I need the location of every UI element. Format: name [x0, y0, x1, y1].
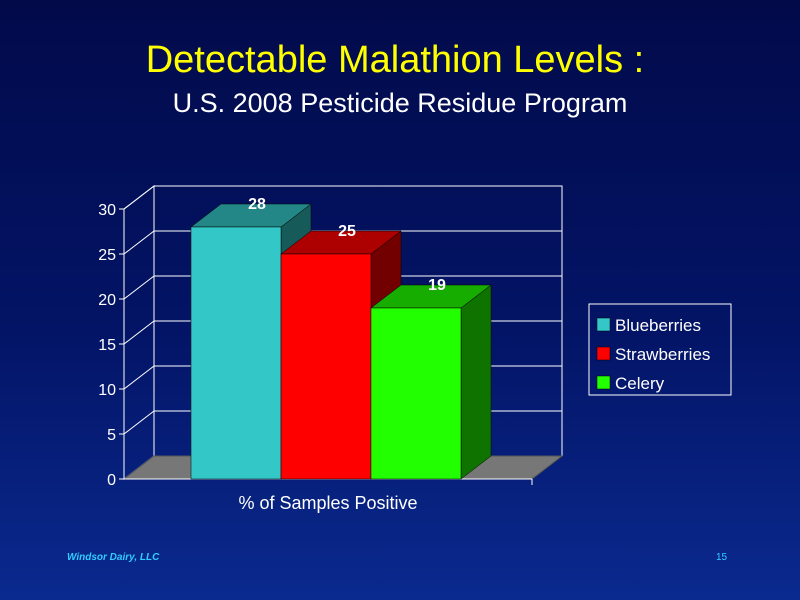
bar-front	[370, 307, 462, 480]
gridline	[123, 230, 562, 255]
x-axis-label: % of Samples Positive	[238, 493, 417, 513]
chart-legend: Blueberries Strawberries Celery	[588, 303, 732, 396]
gridline	[123, 275, 562, 300]
slide-title: Detectable Malathion Levels :	[145, 39, 645, 81]
y-tick-label: 15	[98, 337, 116, 354]
bar-celery	[370, 284, 492, 480]
bar-front	[280, 253, 372, 480]
legend-box	[588, 303, 732, 396]
legend-swatch-strawberries	[596, 346, 611, 361]
y-tick-label: 5	[107, 427, 116, 444]
data-label-blueberries: 28	[248, 196, 266, 213]
y-tick-label: 10	[98, 382, 116, 399]
legend-label-celery: Celery	[615, 374, 665, 393]
slide-subtitle: U.S. 2008 Pesticide Residue Program	[172, 88, 628, 118]
y-tick-label: 20	[98, 292, 116, 309]
page-number: 15	[716, 552, 728, 563]
data-label-strawberries: 25	[338, 223, 356, 240]
y-tick-label: 30	[98, 202, 116, 219]
legend-label-strawberries: Strawberries	[615, 345, 710, 364]
gridline	[123, 185, 562, 210]
footer-company: Windsor Dairy, LLC	[67, 552, 160, 563]
y-tick-label: 25	[98, 247, 116, 264]
legend-swatch-blueberries	[596, 317, 611, 332]
bar-side	[460, 284, 492, 480]
data-label-celery: 19	[428, 277, 446, 294]
legend-swatch-celery	[596, 375, 611, 390]
bar-front	[190, 226, 282, 480]
y-tick-label: 0	[107, 472, 116, 489]
bars	[190, 203, 492, 480]
legend-label-blueberries: Blueberries	[615, 316, 701, 335]
